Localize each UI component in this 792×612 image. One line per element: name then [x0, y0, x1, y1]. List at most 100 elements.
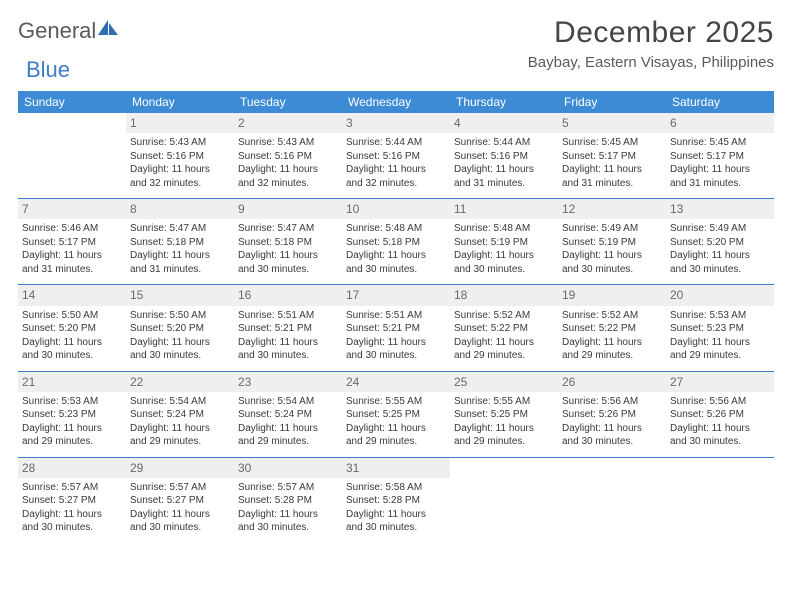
day-detail-line: and 30 minutes.: [670, 435, 770, 449]
day-detail-line: and 30 minutes.: [562, 263, 662, 277]
day-detail-line: Sunrise: 5:49 AM: [562, 222, 662, 236]
day-number: 7: [18, 199, 126, 219]
day-number: 15: [126, 285, 234, 305]
weekday-header: Friday: [558, 91, 666, 113]
day-cell: 1Sunrise: 5:43 AMSunset: 5:16 PMDaylight…: [126, 113, 234, 199]
day-detail-line: Sunset: 5:18 PM: [346, 236, 446, 250]
day-detail-line: Sunset: 5:21 PM: [346, 322, 446, 336]
day-detail-line: Sunset: 5:16 PM: [130, 150, 230, 164]
day-detail-line: Sunrise: 5:47 AM: [238, 222, 338, 236]
day-cell: 26Sunrise: 5:56 AMSunset: 5:26 PMDayligh…: [558, 371, 666, 457]
day-cell: 18Sunrise: 5:52 AMSunset: 5:22 PMDayligh…: [450, 285, 558, 371]
day-detail-line: Daylight: 11 hours: [346, 422, 446, 436]
day-detail-line: Sunrise: 5:47 AM: [130, 222, 230, 236]
day-cell: 21Sunrise: 5:53 AMSunset: 5:23 PMDayligh…: [18, 371, 126, 457]
day-detail-line: Daylight: 11 hours: [238, 422, 338, 436]
day-detail-line: Sunset: 5:18 PM: [130, 236, 230, 250]
day-detail-line: Sunrise: 5:57 AM: [130, 481, 230, 495]
day-detail-line: Sunset: 5:17 PM: [562, 150, 662, 164]
day-cell: [18, 113, 126, 199]
day-number: 21: [18, 372, 126, 392]
day-detail-line: Daylight: 11 hours: [670, 163, 770, 177]
day-detail-line: and 30 minutes.: [238, 349, 338, 363]
day-detail-line: Sunrise: 5:46 AM: [22, 222, 122, 236]
day-detail-line: and 31 minutes.: [454, 177, 554, 191]
day-detail-line: Sunrise: 5:43 AM: [130, 136, 230, 150]
week-row: 28Sunrise: 5:57 AMSunset: 5:27 PMDayligh…: [18, 457, 774, 543]
day-cell: 5Sunrise: 5:45 AMSunset: 5:17 PMDaylight…: [558, 113, 666, 199]
location-subtitle: Baybay, Eastern Visayas, Philippines: [528, 54, 774, 71]
calendar-table: Sunday Monday Tuesday Wednesday Thursday…: [18, 91, 774, 543]
day-detail-line: Sunset: 5:19 PM: [454, 236, 554, 250]
day-detail-line: Sunrise: 5:52 AM: [562, 309, 662, 323]
day-detail-line: and 30 minutes.: [562, 435, 662, 449]
day-detail-line: Sunset: 5:27 PM: [22, 494, 122, 508]
day-detail-line: and 30 minutes.: [22, 521, 122, 535]
day-detail-line: and 30 minutes.: [346, 521, 446, 535]
day-detail-line: Sunrise: 5:50 AM: [22, 309, 122, 323]
day-detail-line: Daylight: 11 hours: [346, 163, 446, 177]
day-detail-line: Sunrise: 5:45 AM: [562, 136, 662, 150]
day-cell: 31Sunrise: 5:58 AMSunset: 5:28 PMDayligh…: [342, 457, 450, 543]
day-number: 22: [126, 372, 234, 392]
logo: General Blue: [18, 20, 120, 81]
day-cell: 17Sunrise: 5:51 AMSunset: 5:21 PMDayligh…: [342, 285, 450, 371]
day-detail-line: Sunrise: 5:58 AM: [346, 481, 446, 495]
day-detail-line: Sunset: 5:16 PM: [454, 150, 554, 164]
day-detail-line: and 31 minutes.: [130, 263, 230, 277]
day-detail-line: Sunrise: 5:44 AM: [346, 136, 446, 150]
day-detail-line: Daylight: 11 hours: [670, 422, 770, 436]
day-detail-line: Daylight: 11 hours: [346, 508, 446, 522]
day-number: 13: [666, 199, 774, 219]
day-number: 27: [666, 372, 774, 392]
day-detail-line: and 30 minutes.: [130, 349, 230, 363]
day-detail-line: Daylight: 11 hours: [670, 249, 770, 263]
day-detail-line: and 30 minutes.: [346, 263, 446, 277]
day-detail-line: Daylight: 11 hours: [22, 249, 122, 263]
day-cell: 14Sunrise: 5:50 AMSunset: 5:20 PMDayligh…: [18, 285, 126, 371]
day-detail-line: and 30 minutes.: [346, 349, 446, 363]
day-number: 8: [126, 199, 234, 219]
day-cell: [450, 457, 558, 543]
day-detail-line: Sunrise: 5:56 AM: [670, 395, 770, 409]
day-detail-line: Sunrise: 5:48 AM: [346, 222, 446, 236]
day-detail-line: Sunrise: 5:54 AM: [130, 395, 230, 409]
day-detail-line: Daylight: 11 hours: [238, 163, 338, 177]
day-number: 3: [342, 113, 450, 133]
day-detail-line: and 30 minutes.: [238, 521, 338, 535]
day-detail-line: Sunset: 5:16 PM: [238, 150, 338, 164]
day-detail-line: Sunset: 5:28 PM: [346, 494, 446, 508]
weekday-header: Monday: [126, 91, 234, 113]
day-detail-line: and 31 minutes.: [670, 177, 770, 191]
day-detail-line: Sunrise: 5:48 AM: [454, 222, 554, 236]
day-detail-line: Sunset: 5:26 PM: [670, 408, 770, 422]
day-detail-line: Sunset: 5:24 PM: [238, 408, 338, 422]
day-cell: [558, 457, 666, 543]
day-detail-line: Sunrise: 5:44 AM: [454, 136, 554, 150]
day-cell: 23Sunrise: 5:54 AMSunset: 5:24 PMDayligh…: [234, 371, 342, 457]
day-detail-line: and 29 minutes.: [670, 349, 770, 363]
day-detail-line: Sunrise: 5:43 AM: [238, 136, 338, 150]
week-row: 14Sunrise: 5:50 AMSunset: 5:20 PMDayligh…: [18, 285, 774, 371]
day-detail-line: and 30 minutes.: [670, 263, 770, 277]
day-detail-line: Sunset: 5:19 PM: [562, 236, 662, 250]
day-cell: 19Sunrise: 5:52 AMSunset: 5:22 PMDayligh…: [558, 285, 666, 371]
day-cell: 29Sunrise: 5:57 AMSunset: 5:27 PMDayligh…: [126, 457, 234, 543]
day-detail-line: and 30 minutes.: [130, 521, 230, 535]
day-detail-line: Sunset: 5:24 PM: [130, 408, 230, 422]
day-cell: 30Sunrise: 5:57 AMSunset: 5:28 PMDayligh…: [234, 457, 342, 543]
day-detail-line: Daylight: 11 hours: [562, 163, 662, 177]
logo-text-general: General: [18, 20, 96, 42]
day-detail-line: and 29 minutes.: [562, 349, 662, 363]
day-cell: 10Sunrise: 5:48 AMSunset: 5:18 PMDayligh…: [342, 199, 450, 285]
day-detail-line: and 29 minutes.: [346, 435, 446, 449]
day-number: 30: [234, 458, 342, 478]
day-cell: 4Sunrise: 5:44 AMSunset: 5:16 PMDaylight…: [450, 113, 558, 199]
day-detail-line: and 31 minutes.: [562, 177, 662, 191]
day-number: 26: [558, 372, 666, 392]
day-detail-line: Daylight: 11 hours: [238, 508, 338, 522]
day-detail-line: Sunset: 5:25 PM: [346, 408, 446, 422]
day-detail-line: Sunset: 5:20 PM: [130, 322, 230, 336]
day-detail-line: Sunrise: 5:54 AM: [238, 395, 338, 409]
day-detail-line: Sunset: 5:16 PM: [346, 150, 446, 164]
